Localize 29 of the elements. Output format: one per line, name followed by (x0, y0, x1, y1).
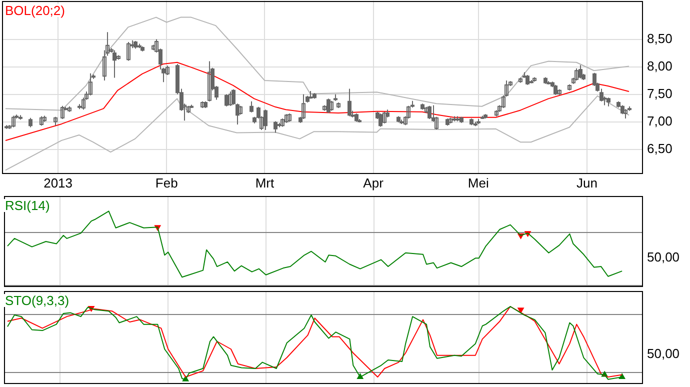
point (517, 308, 524, 314)
candlestick (574, 68, 578, 82)
candlestick (208, 60, 212, 102)
x-tick-label: 2013 (44, 175, 73, 190)
x-tick-label: Mei (468, 175, 489, 190)
text: 50,00 (647, 249, 680, 264)
chart-title: RSI(14) (4, 198, 51, 213)
candlestick (88, 72, 92, 96)
x-tick-label: Mrt (255, 175, 274, 190)
candlestick (302, 94, 306, 120)
chart-title: STO(9,3,3) (4, 293, 70, 308)
candlestick (228, 91, 232, 106)
candlestick (330, 100, 334, 112)
y-tick-label: 8,50 (647, 30, 672, 46)
y-tick-label: 8,00 (647, 58, 672, 74)
y-tick-label: 6,50 (647, 140, 672, 156)
x-tick-label: Apr (363, 175, 384, 190)
x-tick-label: Feb (155, 175, 178, 190)
candlestick (126, 42, 130, 62)
x-tick-label: Jun (576, 175, 598, 190)
candlestick (382, 111, 386, 124)
candlestick (40, 116, 44, 126)
chart-title: BOL(20;2) (4, 3, 66, 18)
y-tick-label: 7,00 (647, 113, 672, 128)
candlestick (12, 115, 16, 128)
candlestick (60, 105, 64, 120)
y-tick-label: 7,50 (647, 86, 672, 101)
text: 50,00 (647, 346, 680, 361)
candlestick (624, 108, 628, 119)
